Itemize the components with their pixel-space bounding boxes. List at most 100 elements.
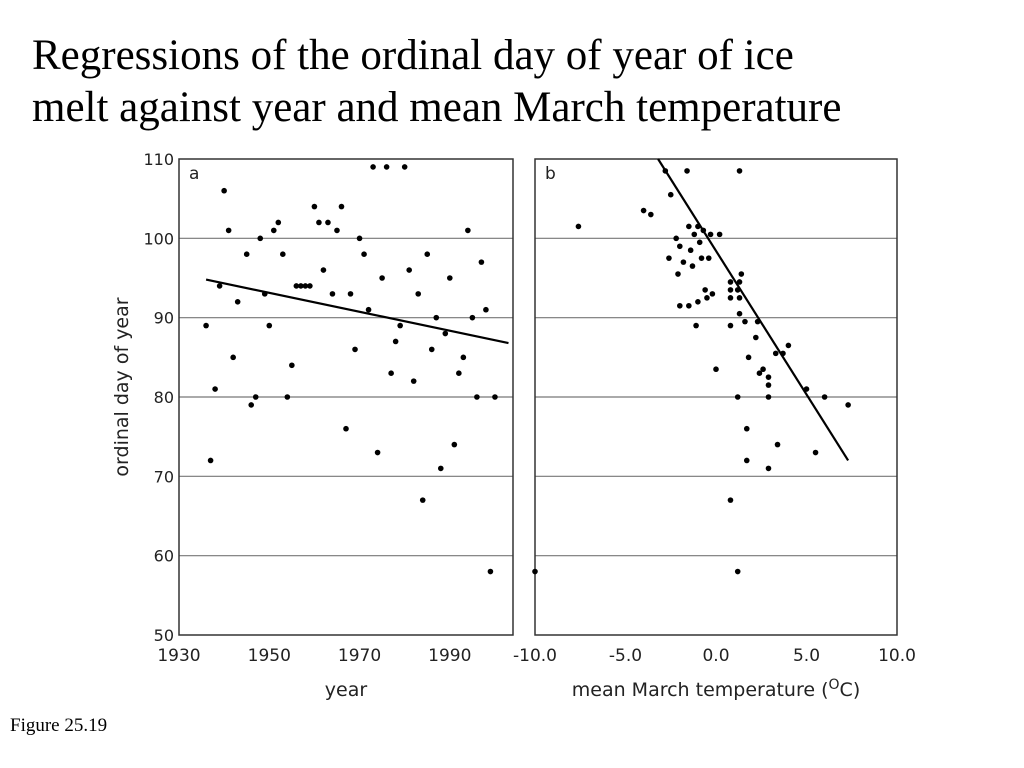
panel-a-point-42	[397, 322, 403, 329]
panel-b-point-32	[727, 295, 734, 301]
panel-b-point-22	[707, 231, 714, 238]
panel-a-point-53	[447, 275, 453, 281]
panel-a-point-7	[234, 299, 241, 305]
panel-b-point-25	[695, 299, 701, 305]
panel-b-point-24	[716, 231, 723, 238]
panel-b-point-1	[640, 207, 647, 214]
panel-b-point-6	[673, 235, 679, 242]
panel-b-point-63	[532, 568, 538, 575]
panel-b-point-50	[765, 382, 772, 388]
panel-b-point-12	[687, 247, 694, 254]
panel-b-point-59	[821, 394, 828, 400]
panel-a-label: a	[189, 164, 199, 184]
panel-a-xtick-label-3: 1990	[428, 646, 471, 666]
panel-b-point-21	[705, 255, 712, 261]
slide-title-line-2: melt against year and mean March tempera…	[32, 84, 842, 131]
panel-b-point-27	[693, 322, 699, 329]
figure-caption: Figure 25.19	[10, 715, 108, 736]
panel-a-point-59	[474, 394, 480, 400]
panel-a-point-36	[370, 164, 376, 170]
panel-a-ytick-label-60: 60	[154, 547, 174, 566]
panel-b-point-60	[845, 402, 851, 408]
panel-a-point-22	[307, 283, 313, 289]
panel-b-point-47	[756, 370, 763, 377]
panel-b-point-56	[785, 342, 792, 349]
panel-a-point-31	[347, 291, 354, 297]
panel-a-ytick-label-50: 50	[154, 626, 174, 645]
panel-b-point-62	[734, 568, 741, 575]
panel-a-point-17	[284, 394, 291, 400]
panel-b-point-48	[760, 366, 766, 373]
panel-b-point-16	[696, 239, 703, 246]
panel-a-point-51	[437, 465, 444, 472]
panel-b-point-38	[736, 310, 743, 317]
panel-b-xtick-label-1: -5.0	[609, 646, 642, 666]
panel-b-point-8	[675, 271, 681, 277]
panel-a-point-39	[383, 164, 390, 170]
panel-b-point-40	[742, 318, 748, 325]
panel-a-xtick-label-0: 1930	[157, 646, 200, 666]
panel-a-point-9	[248, 402, 255, 408]
panel-b-point-42	[734, 394, 741, 400]
panel-b-point-35	[736, 279, 743, 285]
slide-title: Regressions of the ordinal day of year o…	[32, 30, 1012, 134]
panel-a-point-26	[325, 219, 331, 226]
panel-a-point-46	[415, 291, 422, 297]
panel-a-point-6	[230, 354, 236, 361]
panel-a-point-34	[361, 251, 367, 257]
panel-b-point-58	[812, 449, 819, 456]
panel-a-point-49	[428, 346, 435, 353]
panel-b-point-9	[680, 259, 687, 265]
panel-a-point-47	[419, 497, 426, 503]
panel-a-point-8	[243, 251, 250, 257]
panel-b-xlabel: mean March temperature (OC)	[572, 677, 860, 701]
panel-a-point-24	[316, 219, 322, 226]
panel-b-point-0	[575, 223, 582, 230]
panel-b-label: b	[545, 164, 556, 184]
panel-b-point-23	[709, 291, 716, 297]
panel-a-ylabel: ordinal day of year	[111, 297, 133, 476]
panel-b-point-45	[753, 334, 759, 341]
panel-b-point-19	[702, 287, 708, 293]
panel-b-point-11	[686, 223, 692, 230]
panel-b-point-17	[698, 255, 705, 261]
panel-a-point-60	[478, 259, 485, 265]
panel-a-point-32	[352, 346, 358, 353]
panel-a-point-38	[379, 275, 385, 281]
panel-b-point-31	[727, 287, 734, 293]
panel-a-point-55	[456, 370, 462, 377]
panel-b-xtick-label-0: -10.0	[513, 646, 557, 666]
panel-b-point-14	[691, 231, 698, 238]
panel-a-point-21	[302, 283, 309, 289]
panel-a-point-3	[216, 283, 223, 289]
panel-a-point-13	[266, 322, 273, 329]
panel-b-point-36	[736, 295, 743, 301]
panel-a-ytick-label-110: 110	[143, 150, 174, 169]
panel-a-ytick-label-70: 70	[154, 467, 174, 486]
panel-a-point-54	[451, 441, 458, 448]
panel-b-point-4	[667, 191, 674, 198]
panel-a-point-44	[406, 267, 412, 273]
panel-b-xtick-label-3: 5.0	[793, 646, 820, 666]
panel-a-point-62	[487, 568, 494, 575]
panel-a-frame	[178, 158, 514, 636]
panel-a-point-1	[207, 457, 214, 464]
panel-b-point-13	[689, 263, 696, 269]
panel-a-point-20	[298, 283, 304, 289]
panel-a-point-19	[293, 283, 300, 289]
slide-title-line-1: Regressions of the ordinal day of year o…	[32, 32, 794, 79]
panel-a-ytick-label-90: 90	[154, 309, 174, 328]
panel-a-ytick-label-100: 100	[143, 229, 174, 248]
panel-a-xtick-label-2: 1970	[338, 646, 381, 666]
panel-a-point-23	[311, 203, 318, 210]
panel-b-point-53	[772, 350, 779, 357]
panel-b-point-2	[648, 211, 654, 218]
panel-b-point-20	[704, 295, 710, 301]
panel-b-point-44	[743, 457, 750, 464]
panel-a-point-28	[334, 227, 340, 234]
panel-b-point-61	[727, 497, 734, 503]
panel-a-regression-line	[205, 278, 509, 345]
panel-a-point-10	[252, 394, 259, 400]
panel-a-point-18	[289, 362, 295, 369]
panel-a-point-15	[275, 219, 282, 226]
